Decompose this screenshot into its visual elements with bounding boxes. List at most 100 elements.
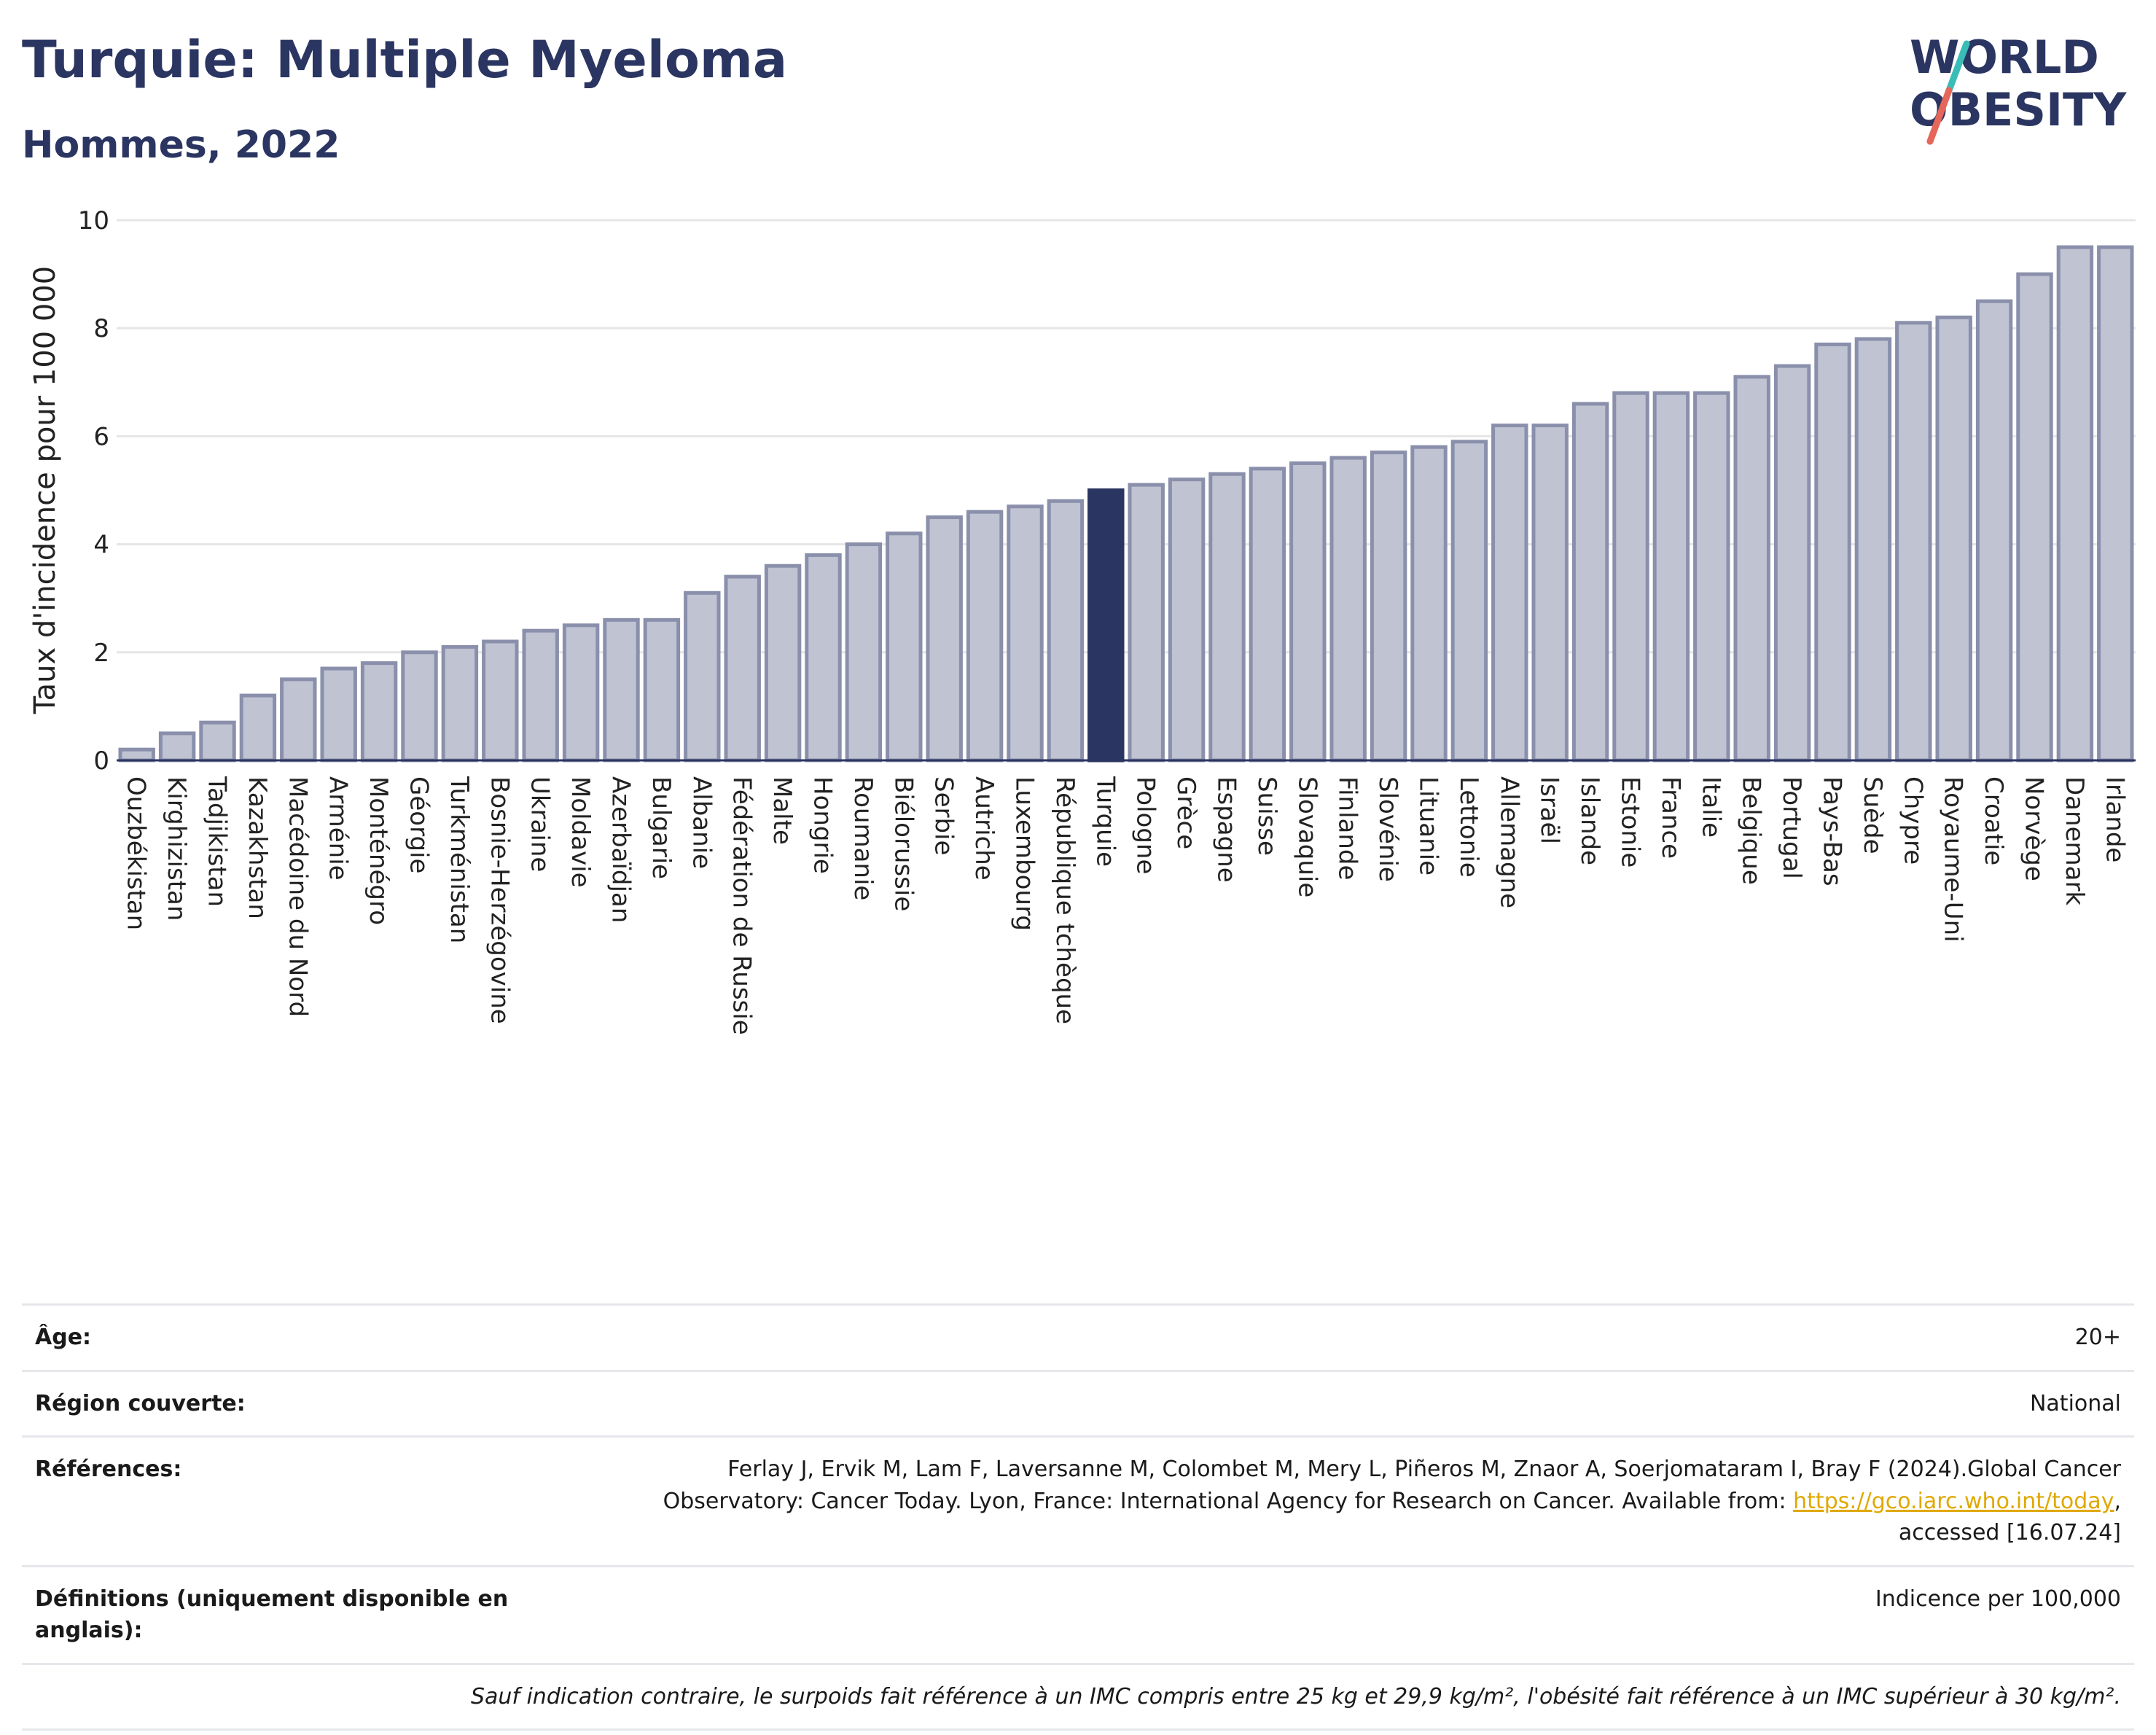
bar: [1531, 424, 1569, 763]
x-tick-label: Irlande: [2100, 776, 2129, 862]
bar: [1814, 342, 1851, 763]
x-tick-label: Bosnie-Herzégovine: [485, 776, 514, 1024]
bar: [1249, 467, 1286, 763]
bar: [1289, 461, 1327, 763]
world-obesity-logo: WORLD OBESITY: [1910, 31, 2127, 145]
x-tick-label: Belgique: [1737, 776, 1766, 885]
logo-line1: WORLD: [1910, 31, 2099, 84]
bar: [886, 531, 923, 763]
references-link[interactable]: https://gco.iarc.who.int/today: [1793, 1488, 2114, 1514]
bar: [2056, 245, 2094, 763]
x-tick-label: Kirghizistan: [162, 776, 191, 921]
references-text-3: ,: [2114, 1488, 2121, 1514]
x-tick-label: Danemark: [2060, 776, 2089, 905]
bar: [522, 628, 559, 763]
x-tick-label: Kazakhstan: [243, 776, 272, 919]
bar: [1693, 391, 1730, 763]
x-tick-label: Roumanie: [848, 776, 878, 900]
bar: [684, 590, 721, 763]
age-label: Âge:: [22, 1303, 529, 1371]
references-value: Ferlay J, Ervik M, Lam F, Laversanne M, …: [529, 1435, 2134, 1566]
bar: [482, 639, 519, 763]
x-tick-label: Fédération de Russie: [727, 776, 757, 1035]
bar: [1007, 504, 1044, 763]
bar: [2016, 272, 2053, 763]
info-row-note: Sauf indication contraire, le surpoids f…: [22, 1662, 2134, 1731]
bar: [199, 720, 236, 763]
x-tick-label: Royaume-Uni: [1939, 776, 1968, 943]
bar: [280, 677, 317, 763]
bar: [320, 666, 357, 763]
y-tick-label: 2: [93, 639, 109, 668]
x-tick-label: Ouzbékistan: [122, 776, 151, 930]
info-table: Âge: 20+ Région couverte: National Référ…: [22, 1303, 2134, 1731]
x-tick-label: Serbie: [929, 776, 958, 855]
x-tick-label: Luxembourg: [1010, 776, 1039, 931]
x-tick-label: Biélorussie: [888, 776, 918, 911]
bar-chart: 0 2 4 6 8 10 Taux d'incidence pour 100 000 Ou…: [28, 206, 2136, 1035]
info-row-definitions: Définitions (uniquement disponible en an…: [22, 1564, 2134, 1664]
bar: [441, 644, 479, 763]
x-tick-label: Albanie: [687, 776, 716, 869]
bar: [1895, 321, 1932, 763]
bar: [1087, 488, 1125, 763]
x-tick-label: Tadjikistan: [203, 776, 232, 907]
x-tick-label: Ukraine: [526, 776, 555, 872]
bar: [1935, 315, 1972, 763]
bar: [1450, 440, 1488, 763]
x-tick-label: Arménie: [324, 776, 353, 881]
x-tick-label: Espagne: [1212, 776, 1241, 883]
x-tick-label: Turkménistan: [445, 776, 474, 943]
region-value: National: [529, 1369, 2134, 1437]
x-tick-label: France: [1656, 776, 1685, 859]
bar: [1128, 483, 1165, 763]
x-tick-label: République tchèque: [1050, 776, 1079, 1024]
x-tick-label: Autriche: [969, 776, 999, 881]
bar: [1491, 424, 1528, 763]
x-axis: Ouzbékistan Kirghizistan Tadjikistan Kazakh…: [122, 776, 2130, 1035]
x-tick-label: Italie: [1696, 776, 1725, 838]
y-axis-label: Taux d'incidence pour 100 000: [28, 266, 62, 714]
definitions-value: Indicence per 100,000: [529, 1564, 2134, 1664]
x-tick-label: Suisse: [1252, 776, 1281, 856]
x-tick-label: Turquie: [1090, 776, 1120, 867]
x-tick-label: Chypre: [1898, 776, 1927, 865]
bar: [1854, 337, 1892, 763]
logo-slash-teal: [1945, 40, 1970, 94]
x-tick-label: Allemagne: [1494, 776, 1523, 908]
definitions-label: Définitions (uniquement disponible en an…: [22, 1564, 529, 1664]
bar: [1047, 499, 1085, 763]
y-tick-label: 6: [93, 422, 109, 451]
bar: [805, 553, 842, 763]
x-tick-label: Hongrie: [808, 776, 837, 874]
x-tick-label: Islande: [1575, 776, 1604, 865]
bar: [1975, 299, 2013, 763]
bar: [1612, 391, 1649, 763]
logo-slash-coral: [1926, 87, 1953, 145]
bar: [1773, 364, 1811, 763]
bar: [158, 731, 196, 763]
x-tick-label: Malte: [768, 776, 797, 845]
y-tick-label: 10: [78, 206, 109, 235]
bars: [118, 245, 2134, 763]
bar: [1410, 445, 1448, 763]
bar: [603, 617, 640, 763]
x-tick-label: Lituanie: [1414, 776, 1443, 876]
bar: [724, 574, 761, 763]
x-tick-label: Israël: [1535, 776, 1564, 844]
references-text-4: accessed [16.07.24]: [1898, 1520, 2121, 1545]
bar: [2097, 245, 2134, 763]
x-tick-label: Slovénie: [1373, 776, 1402, 882]
bar: [562, 623, 600, 763]
bar: [1168, 477, 1206, 763]
x-tick-label: Monténégro: [364, 776, 393, 925]
bar: [118, 747, 155, 763]
x-tick-label: Pologne: [1131, 776, 1160, 874]
bar: [401, 650, 438, 763]
x-tick-label: Finlande: [1333, 776, 1362, 880]
bar: [1571, 402, 1609, 763]
bar: [926, 515, 963, 763]
footnote: Sauf indication contraire, le surpoids f…: [22, 1662, 2134, 1731]
x-tick-label: Suède: [1858, 776, 1887, 854]
x-tick-label: Macédoine du Nord: [283, 776, 312, 1017]
